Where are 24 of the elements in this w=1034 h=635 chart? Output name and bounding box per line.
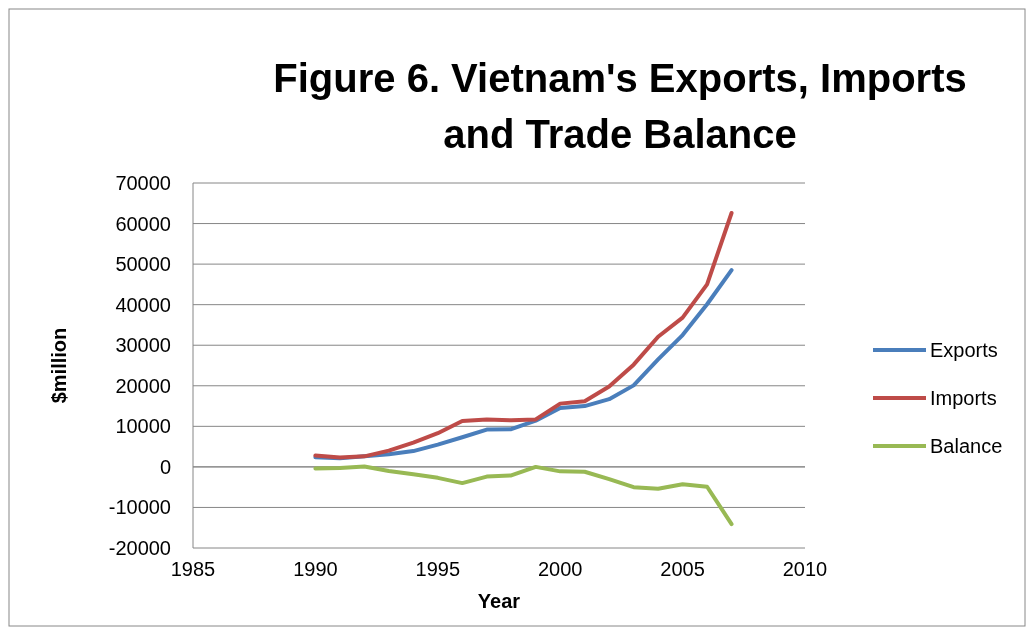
line-series — [313, 464, 734, 527]
y-tick-label: 0 — [159, 455, 171, 478]
legend-label: Exports — [930, 339, 998, 361]
y-tick-label: 50000 — [115, 253, 171, 276]
chart-title: Figure 6. Vietnam's Exports, Imports and Trade Balance — [273, 56, 967, 156]
y-tick-label: 40000 — [115, 293, 171, 316]
y-tick-label: 30000 — [115, 334, 171, 357]
line-series — [313, 211, 734, 460]
y-tick-label: 70000 — [115, 172, 171, 194]
legend-label: Imports — [930, 387, 997, 409]
x-tick-label: 2010 — [782, 558, 828, 580]
y-axis-title: $million — [48, 327, 70, 404]
y-tick-label: 10000 — [115, 415, 171, 438]
legend-label: Balance — [930, 435, 1003, 457]
x-axis-title: Year — [477, 590, 521, 612]
y-tick-label: -20000 — [108, 537, 171, 559]
y-tick-label: 20000 — [115, 374, 171, 397]
y-tick-label: 60000 — [115, 212, 171, 235]
x-tick-label: 1995 — [415, 558, 461, 580]
x-tick-label: 1985 — [170, 558, 216, 580]
x-tick-label: 2005 — [660, 558, 705, 580]
x-tick-label: 1990 — [293, 558, 338, 580]
x-tick-label: 2000 — [537, 558, 583, 580]
y-tick-label: -10000 — [108, 496, 171, 519]
